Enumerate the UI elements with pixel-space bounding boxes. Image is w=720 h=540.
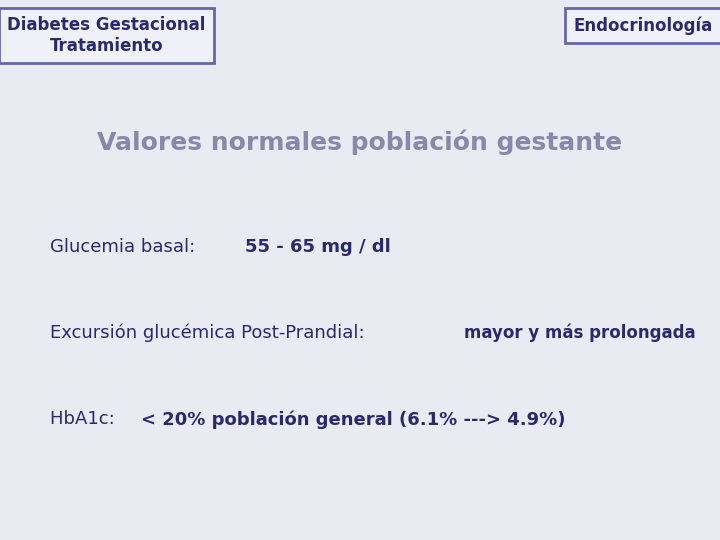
Text: Valores normales población gestante: Valores normales población gestante [97, 130, 623, 155]
Text: mayor y más prolongada: mayor y más prolongada [464, 324, 696, 342]
Text: < 20% población general (6.1% ---> 4.9%): < 20% población general (6.1% ---> 4.9%) [141, 410, 566, 429]
Text: Endocrinología: Endocrinología [574, 16, 713, 35]
Text: Excursión glucémica Post-Prandial:: Excursión glucémica Post-Prandial: [50, 324, 371, 342]
Text: HbA1c:: HbA1c: [50, 410, 121, 428]
Text: Glucemia basal:: Glucemia basal: [50, 238, 202, 255]
Text: Diabetes Gestacional
Tratamiento: Diabetes Gestacional Tratamiento [7, 16, 206, 55]
Text: 55 - 65 mg / dl: 55 - 65 mg / dl [246, 238, 391, 255]
